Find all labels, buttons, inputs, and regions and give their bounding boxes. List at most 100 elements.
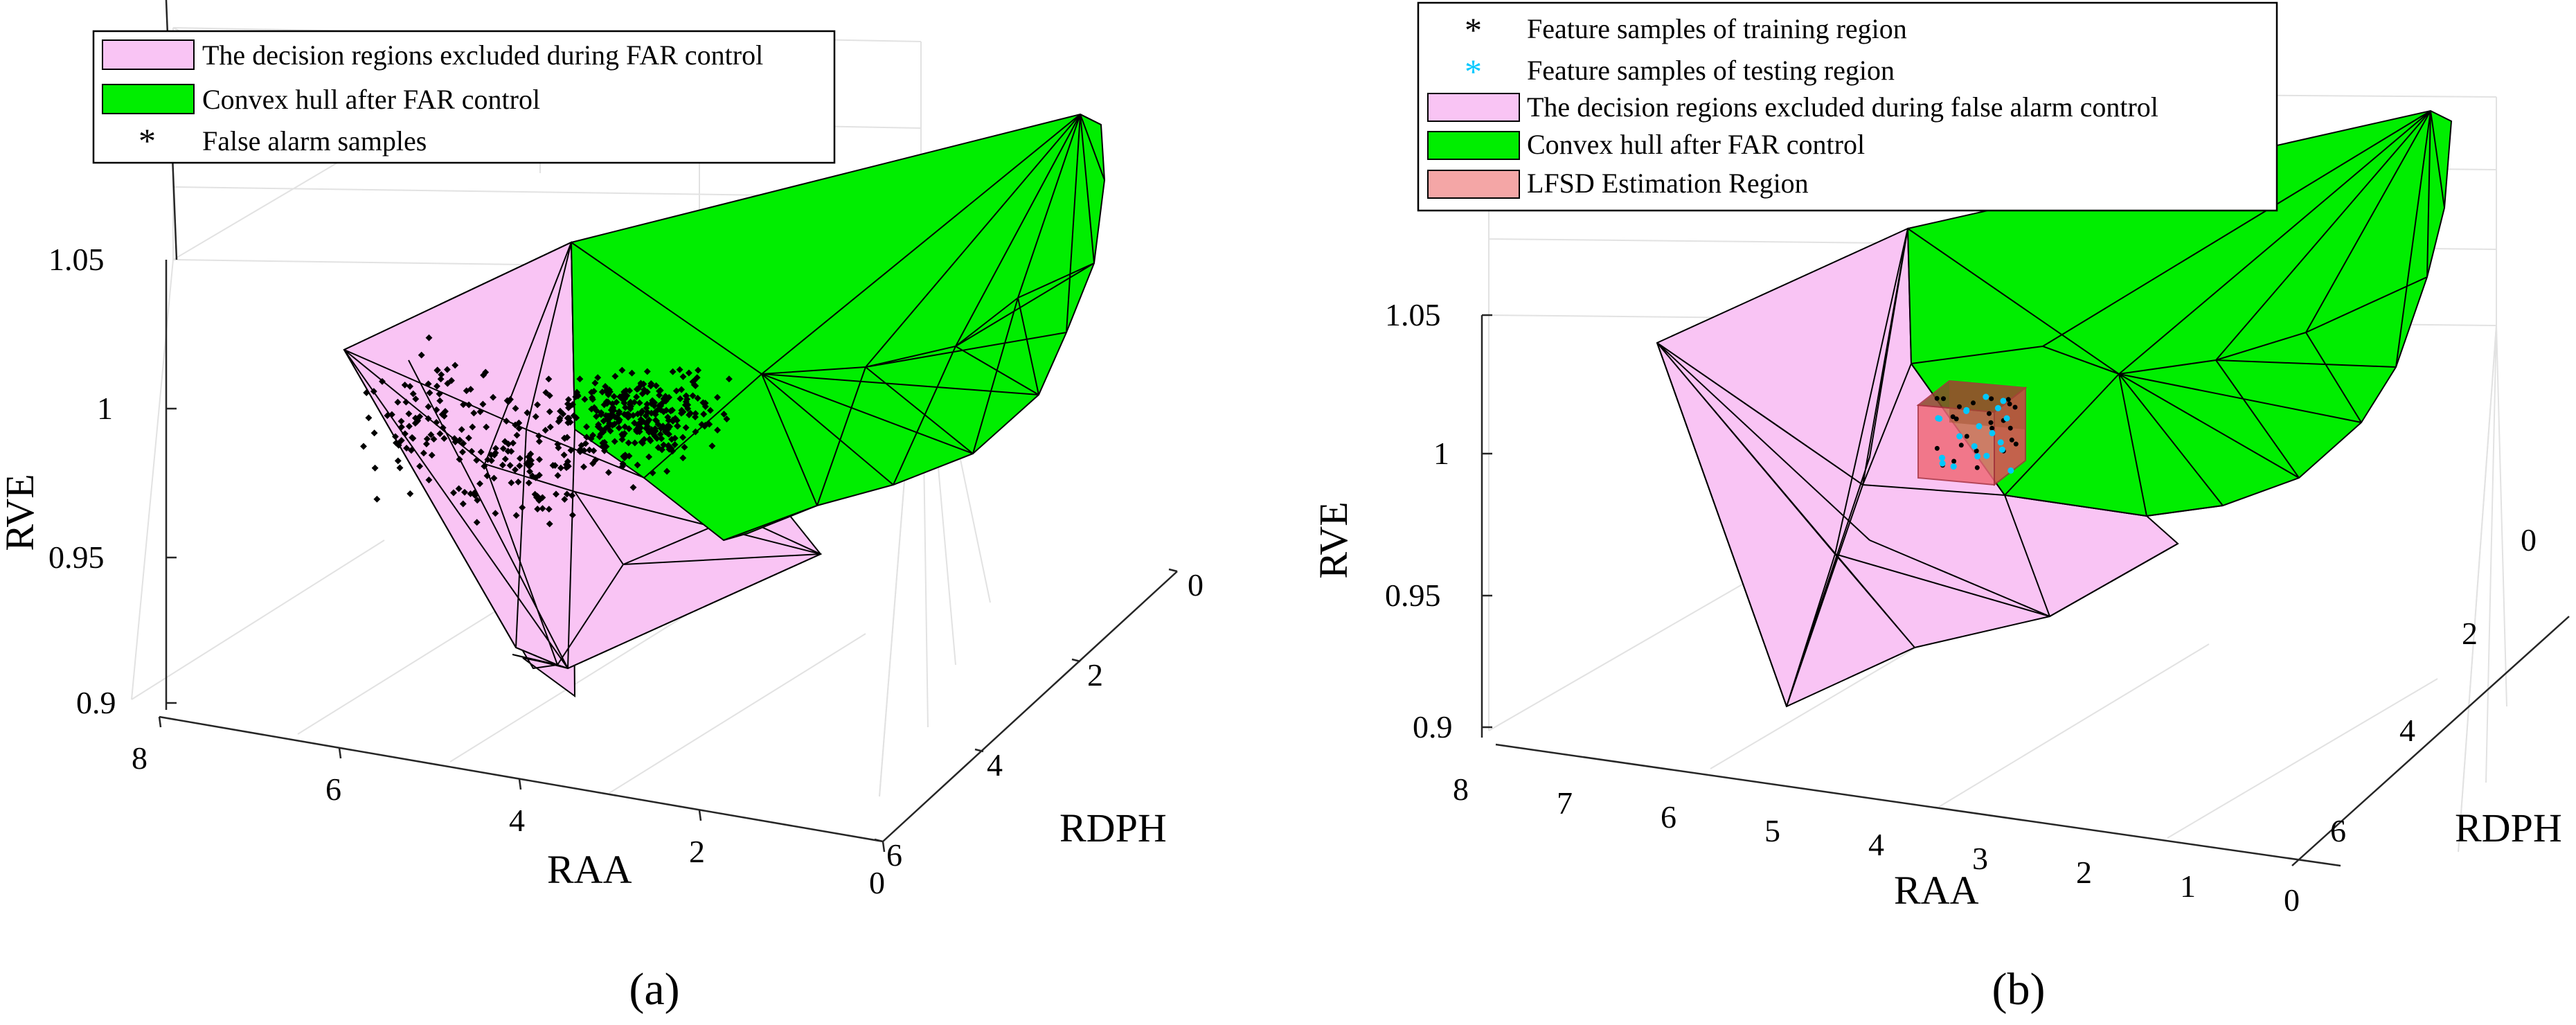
false-alarm-sample-point (473, 456, 481, 464)
false-alarm-sample-point (563, 464, 570, 472)
panel-b-y-tick: 0 (2521, 522, 2537, 558)
false-alarm-sample-point (513, 431, 521, 439)
false-alarm-sample-point (501, 438, 509, 445)
training-sample-point (2009, 437, 2014, 443)
false-alarm-sample-point (645, 453, 653, 461)
panel-b-convex-hull (1906, 109, 2453, 517)
panel-b-y-tick: 4 (2399, 713, 2415, 748)
false-alarm-sample-point (643, 425, 650, 432)
false-alarm-sample-point (459, 500, 467, 508)
false-alarm-sample-point (560, 451, 568, 458)
panel-b-legend-swatch-hull (1427, 131, 1520, 160)
false-alarm-sample-point (596, 425, 604, 432)
false-alarm-sample-point (469, 423, 476, 431)
panel-b-x-tick: 0 (2284, 882, 2300, 918)
false-alarm-sample-point (512, 512, 520, 519)
panel-b-legend-box (1417, 1, 2278, 212)
false-alarm-sample-point (590, 387, 598, 395)
false-alarm-sample-point (418, 351, 425, 359)
false-alarm-sample-point (433, 418, 440, 426)
false-alarm-sample-point (426, 389, 433, 397)
false-alarm-sample-point (593, 407, 600, 415)
false-alarm-sample-point (437, 375, 445, 383)
false-alarm-sample-point (653, 435, 661, 442)
false-alarm-sample-point (642, 412, 650, 420)
false-alarm-sample-point (443, 366, 451, 373)
false-alarm-sample-point (706, 407, 714, 414)
testing-sample-point (1998, 446, 2005, 453)
false-alarm-sample-point (604, 415, 611, 422)
panel-b-x-tick: 7 (1557, 785, 1573, 821)
false-alarm-sample-point (625, 425, 633, 432)
testing-sample-point (1939, 454, 1945, 461)
false-alarm-sample-point (401, 430, 409, 438)
false-alarm-sample-point (556, 414, 564, 422)
false-alarm-sample-point (641, 386, 648, 393)
false-alarm-sample-point (569, 511, 576, 519)
false-alarm-sample-point (652, 416, 659, 424)
panel-b-x-tick: 2 (2076, 855, 2092, 890)
false-alarm-sample-point (636, 399, 643, 407)
false-alarm-sample-point (515, 419, 523, 427)
testing-sample-point (1974, 453, 1981, 460)
panel-b-z-tick: 1 (1433, 436, 1449, 471)
false-alarm-sample-point (545, 375, 553, 383)
false-alarm-sample-point (424, 415, 432, 422)
false-alarm-sample-point (465, 401, 473, 409)
false-alarm-sample-point (602, 383, 609, 390)
false-alarm-sample-point (692, 428, 699, 436)
false-alarm-sample-point (566, 402, 574, 410)
false-alarm-sample-point (629, 483, 637, 491)
false-alarm-sample-point (546, 520, 553, 528)
false-alarm-sample-point (413, 418, 421, 425)
false-alarm-sample-point (561, 496, 569, 503)
false-alarm-sample-point (424, 380, 432, 388)
false-alarm-sample-point (430, 436, 438, 443)
false-alarm-sample-point (610, 393, 618, 400)
panel-a-y-tick: 2 (1087, 657, 1103, 693)
panel-a-legend-label-samples: False alarm samples (202, 125, 427, 157)
panel-a-y-label: RDPH (1059, 805, 1167, 850)
false-alarm-sample-point (471, 489, 478, 497)
panel-b-legend-swatch-excluded (1427, 93, 1520, 122)
false-alarm-sample-point (638, 418, 645, 426)
false-alarm-sample-point (516, 462, 524, 470)
panel-a-legend-label-hull: Convex hull after FAR control (202, 84, 540, 115)
false-alarm-sample-point (589, 460, 596, 467)
false-alarm-sample-point (645, 416, 653, 424)
false-alarm-sample-point (508, 479, 515, 487)
false-alarm-sample-point (460, 440, 467, 447)
training-sample-point (1974, 465, 1980, 470)
false-alarm-sample-point (647, 380, 655, 387)
false-alarm-sample-point (425, 334, 433, 341)
false-alarm-sample-point (405, 422, 413, 430)
false-alarm-sample-point (594, 374, 602, 382)
false-alarm-sample-point (677, 395, 684, 402)
false-alarm-sample-point (438, 371, 445, 378)
false-alarm-sample-point (455, 485, 463, 492)
false-alarm-sample-point (669, 368, 677, 375)
false-alarm-sample-point (572, 393, 580, 400)
training-sample-point (1971, 400, 1976, 406)
false-alarm-sample-point (597, 431, 605, 438)
false-alarm-sample-point (397, 437, 405, 444)
false-alarm-sample-point (436, 397, 444, 404)
false-alarm-sample-point (406, 382, 414, 390)
false-alarm-sample-point (576, 375, 584, 383)
false-alarm-sample-point (695, 366, 702, 374)
false-alarm-sample-point (699, 399, 707, 407)
false-alarm-sample-point (611, 438, 618, 445)
panel-a-x-tick: 8 (132, 740, 147, 776)
false-alarm-sample-point (394, 398, 402, 406)
training-sample-point (1974, 448, 1979, 454)
false-alarm-sample-point (363, 389, 370, 396)
false-alarm-sample-point (602, 387, 609, 395)
false-alarm-sample-point (656, 391, 663, 399)
false-alarm-sample-point (618, 431, 626, 438)
false-alarm-sample-point (456, 436, 463, 444)
false-alarm-sample-point (679, 373, 687, 380)
false-alarm-sample-point (602, 398, 610, 406)
false-alarm-sample-point (461, 488, 468, 496)
panel-a-x-ticks: 8 6 4 2 0 (132, 740, 885, 900)
